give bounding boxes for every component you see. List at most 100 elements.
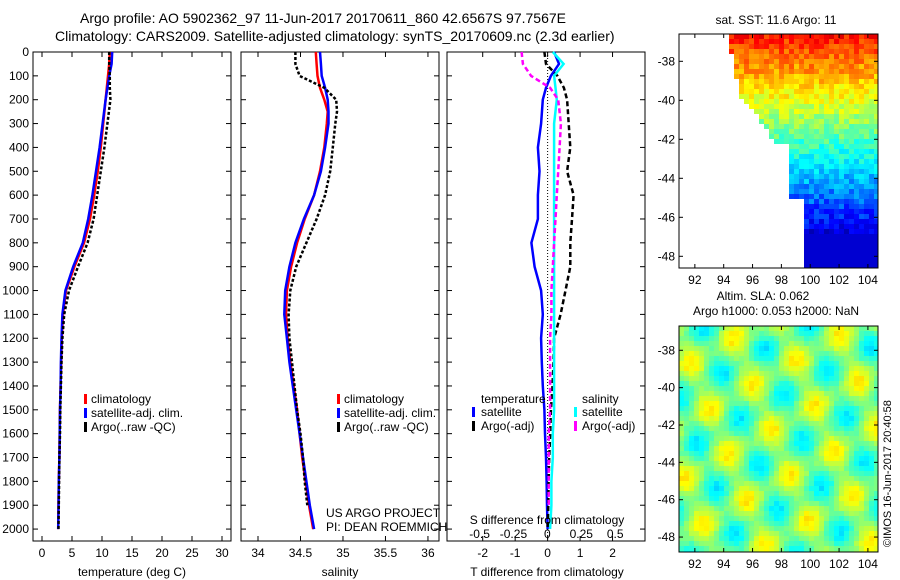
sla-cell — [819, 446, 824, 451]
sla-cell — [859, 426, 864, 431]
sla-cell — [734, 436, 739, 441]
sla-cell — [789, 326, 794, 331]
sst-cell — [769, 89, 774, 94]
sst-cell — [844, 79, 849, 84]
sla-cell — [784, 341, 789, 346]
sla-cell — [824, 376, 829, 381]
sla-cell — [769, 486, 774, 491]
sla-cell — [854, 461, 859, 466]
sla-cell — [764, 366, 769, 371]
sla-cell — [814, 366, 819, 371]
sst-cell — [839, 44, 844, 49]
sla-cell — [859, 401, 864, 406]
sla-cell — [814, 501, 819, 506]
sla-cell — [809, 361, 814, 366]
sst-cell — [829, 199, 834, 204]
sla-cell — [784, 466, 789, 471]
sla-cell — [784, 411, 789, 416]
sla-cell — [729, 396, 734, 401]
sla-cell — [839, 541, 844, 546]
sla-cell — [714, 496, 719, 501]
sst-cell — [794, 159, 799, 164]
sla-cell — [769, 521, 774, 526]
sst-cell — [849, 134, 854, 139]
sst-cell — [869, 184, 874, 189]
sla-cell — [699, 341, 704, 346]
sla-cell — [679, 396, 684, 401]
sla-cell — [734, 346, 739, 351]
sst-cell — [799, 149, 804, 154]
sst-cell — [749, 104, 754, 109]
sla-cell — [734, 396, 739, 401]
y-tick-label: 1600 — [2, 427, 29, 441]
sla-cell — [684, 451, 689, 456]
sst-cell — [859, 194, 864, 199]
sst-cell — [839, 229, 844, 234]
sla-cell — [814, 456, 819, 461]
sla-cell — [829, 496, 834, 501]
sla-cell — [724, 436, 729, 441]
sst-cell — [864, 94, 869, 99]
sla-cell — [819, 526, 824, 531]
sla-cell — [719, 336, 724, 341]
sla-cell — [794, 416, 799, 421]
sla-cell — [839, 416, 844, 421]
legend-swatch-satellite — [84, 408, 87, 418]
sla-cell — [874, 406, 878, 411]
sla-cell — [679, 521, 684, 526]
sla-cell — [844, 391, 849, 396]
sla-cell — [764, 491, 769, 496]
sst-cell — [854, 259, 859, 264]
sla-cell — [734, 471, 739, 476]
sla-cell — [704, 381, 709, 386]
sst-cell — [784, 54, 789, 59]
sla-cell — [769, 376, 774, 381]
lat-tick-label: -48 — [658, 249, 676, 263]
sst-cell — [874, 39, 878, 44]
sst-cell — [864, 134, 869, 139]
sla-cell — [769, 546, 774, 551]
sla-cell — [744, 436, 749, 441]
sst-cell — [779, 79, 784, 84]
sla-cell — [689, 496, 694, 501]
sst-cell — [799, 114, 804, 119]
sla-cell — [794, 456, 799, 461]
sst-cell — [864, 209, 869, 214]
sst-cell — [809, 89, 814, 94]
sst-cell — [819, 249, 824, 254]
sst-cell — [809, 234, 814, 239]
sla-cell — [779, 456, 784, 461]
sst-cell — [839, 54, 844, 59]
sst-cell — [849, 104, 854, 109]
sla-cell — [764, 501, 769, 506]
sst-cell — [874, 164, 878, 169]
sla-cell — [739, 546, 744, 551]
sla-cells — [679, 326, 878, 552]
sla-cell — [779, 461, 784, 466]
sla-cell — [834, 536, 839, 541]
sla-cell — [754, 421, 759, 426]
legend-s-satellite: satellite — [582, 405, 623, 419]
sla-cell — [844, 486, 849, 491]
sst-cell — [764, 99, 769, 104]
sla-cell — [684, 331, 689, 336]
sst-cell — [824, 234, 829, 239]
sla-cell — [754, 431, 759, 436]
sla-cell — [699, 446, 704, 451]
sla-cell — [764, 401, 769, 406]
s-tick-label: 0.25 — [570, 527, 594, 541]
sla-cell — [714, 516, 719, 521]
sla-cell — [739, 506, 744, 511]
sst-cell — [859, 164, 864, 169]
sla-cell — [814, 506, 819, 511]
sla-cell — [804, 511, 809, 516]
sst-cell — [764, 124, 769, 129]
sst-cell — [774, 114, 779, 119]
sla-cell — [854, 526, 859, 531]
sla-cell — [864, 516, 869, 521]
sla-cell — [824, 531, 829, 536]
sst-cell — [799, 144, 804, 149]
sst-cell — [849, 144, 854, 149]
x-tick-label: 36 — [421, 546, 435, 560]
sst-cell — [794, 59, 799, 64]
